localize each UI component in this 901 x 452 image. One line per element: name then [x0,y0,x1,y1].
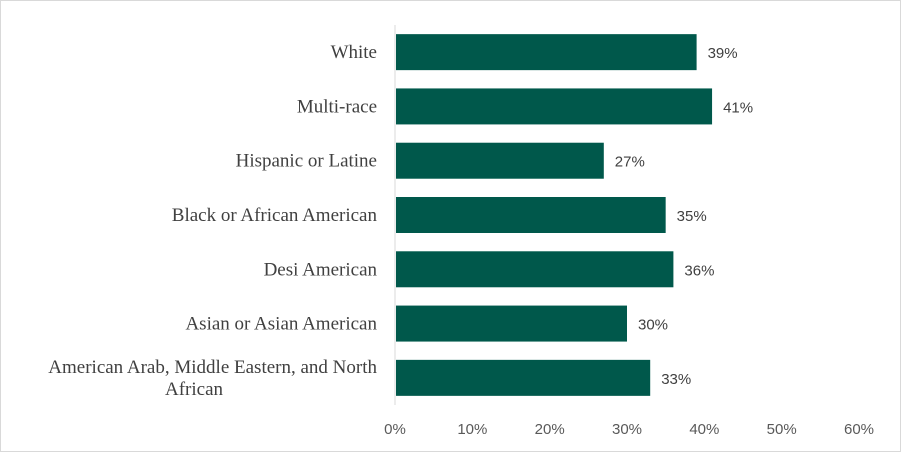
value-label-desi-american: 36% [684,262,714,279]
x-tick-label: 50% [767,421,797,438]
bar-white [396,34,697,71]
category-label-asian-or-asian-american: Asian or Asian American [185,314,377,335]
bar-american-arab-middle-eastern-and-north-african [396,359,651,396]
category-labels: White Multi-race Hispanic or Latine Black o… [48,42,377,400]
x-tick-label: 0% [384,421,406,438]
bar-black-or-african-american [396,197,666,233]
category-label-white: White [331,42,377,63]
value-label-american-arab-middle-eastern-and-north-african: 33% [661,371,691,388]
value-label-asian-or-asian-american: 30% [638,317,668,334]
bar-asian-or-asian-american [396,305,627,342]
value-label-hispanic-or-latine: 27% [615,154,645,171]
value-label-black-or-african-american: 35% [677,208,707,225]
x-tick-label: 20% [535,421,565,438]
category-label-multi-race: Multi-race [297,96,377,117]
category-label-desi-american: Desi American [264,259,378,280]
x-axis-tick-labels: 0% 10% 20% 30% 40% 50% 60% [384,421,874,438]
value-labels: 39% 41% 27% 35% 36% 30% 33% [615,45,753,388]
x-tick-label: 40% [689,421,719,438]
x-tick-label: 10% [457,421,487,438]
value-label-multi-race: 41% [723,99,753,116]
category-label-american-arab-middle-eastern-and-north-african: American Arab, Middle Eastern, and North… [48,357,377,400]
category-label-hispanic-or-latine: Hispanic or Latine [236,151,377,172]
bar-desi-american [396,251,674,288]
bar-hispanic-or-latine [396,142,604,179]
category-label-black-or-african-american: Black or African American [172,205,378,226]
value-label-white: 39% [708,45,738,62]
bars [396,34,713,396]
x-tick-label: 60% [844,421,874,438]
bar-multi-race [396,88,713,125]
x-tick-label: 30% [612,421,642,438]
